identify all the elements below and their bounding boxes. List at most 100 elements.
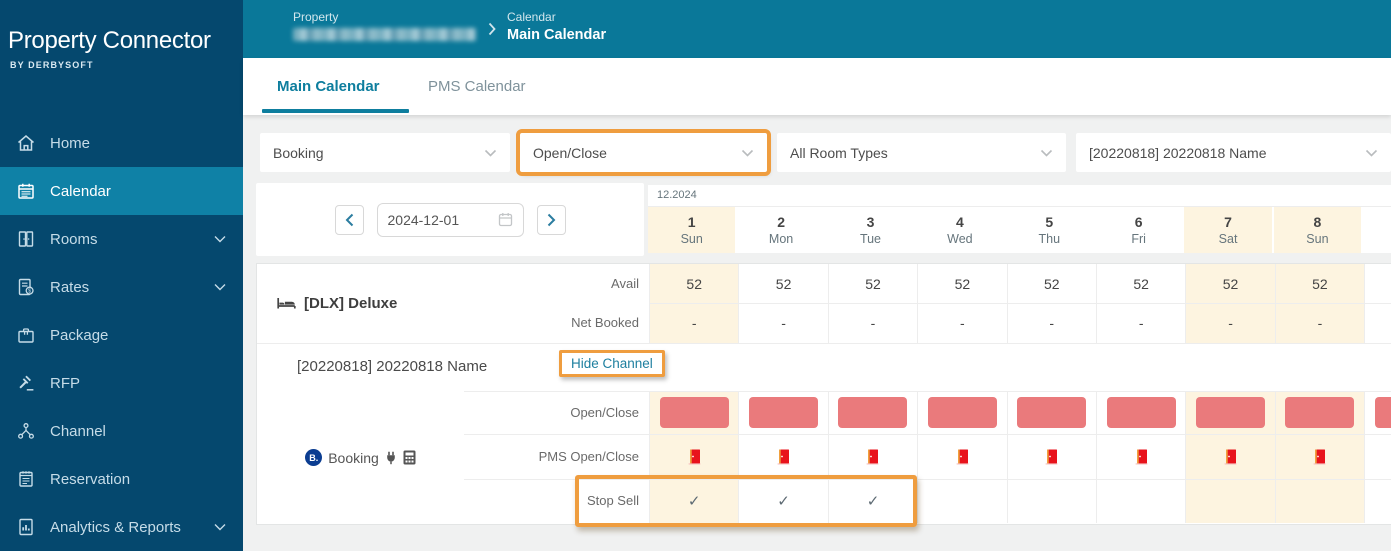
net-booked-cell[interactable]: - — [1006, 303, 1096, 343]
net-booked-cell[interactable]: - — [738, 303, 827, 343]
closed-status-bar — [1106, 397, 1176, 428]
net-booked-cell[interactable]: - — [1095, 303, 1185, 343]
next-date-button[interactable] — [536, 204, 566, 235]
tab-main-calendar[interactable]: Main Calendar — [277, 78, 380, 95]
day-header[interactable]: 1 Sun — [648, 207, 736, 253]
closed-door-icon — [1313, 449, 1326, 464]
stop-sell-row-label: Stop Sell — [586, 493, 639, 508]
stop-sell-cell[interactable] — [1006, 479, 1096, 523]
pms-open-close-row-label: PMS Open/Close — [538, 449, 639, 464]
property-name-blurred[interactable] — [293, 28, 476, 41]
avail-row-label: Avail — [611, 276, 639, 291]
hide-channel-link[interactable]: Hide Channel — [559, 350, 665, 377]
net-booked-cell[interactable]: - — [649, 303, 739, 343]
date-input[interactable]: 2024-12-01 — [376, 202, 524, 237]
room-name: [DLX] Deluxe — [277, 264, 397, 343]
open-close-cell[interactable] — [827, 391, 917, 434]
tab-pms-calendar[interactable]: PMS Calendar — [428, 78, 526, 95]
open-close-cell[interactable] — [649, 391, 739, 434]
stop-sell-cell[interactable] — [917, 479, 1006, 523]
stop-sell-cell[interactable]: ✓ — [827, 479, 917, 523]
avail-cell[interactable]: 52 — [827, 264, 917, 303]
action-filter-select[interactable]: Open/Close — [516, 129, 771, 176]
rate-plan-filter-select[interactable]: [20220818] 20220818 Name — [1076, 133, 1391, 172]
avail-cell[interactable]: 52 — [1185, 264, 1275, 303]
avail-cell[interactable]: 52 — [917, 264, 1006, 303]
home-icon — [16, 133, 36, 153]
pms-open-close-cell[interactable] — [917, 434, 1006, 479]
closed-door-icon — [956, 449, 969, 464]
sidebar-item-label: Channel — [50, 422, 106, 440]
check-icon: ✓ — [687, 493, 701, 510]
avail-cell[interactable]: 52 — [1006, 264, 1096, 303]
sidebar-item-package[interactable]: Package — [0, 311, 243, 359]
pms-open-close-cell[interactable] — [738, 434, 827, 479]
net-booked-cell[interactable]: - — [1185, 303, 1275, 343]
stop-sell-cell[interactable] — [1185, 479, 1275, 523]
pms-open-close-cell[interactable] — [1185, 434, 1275, 479]
booking-logo-icon: B. — [305, 449, 323, 466]
sidebar-item-rates[interactable]: $ Rates — [0, 263, 243, 311]
breadcrumb-section-label: Property — [293, 10, 339, 24]
channel-name: Booking — [328, 449, 379, 466]
open-close-cell[interactable] — [917, 391, 1006, 434]
sidebar-item-calendar[interactable]: Calendar — [0, 167, 243, 215]
sidebar-item-label: Calendar — [50, 182, 111, 200]
day-header-partial — [1363, 207, 1389, 253]
stop-sell-cell[interactable] — [1095, 479, 1185, 523]
pms-open-close-cell[interactable] — [1095, 434, 1185, 479]
open-close-cell[interactable] — [1185, 391, 1275, 434]
closed-door-icon — [1045, 449, 1058, 464]
sidebar-item-reservation[interactable]: Reservation — [0, 455, 243, 503]
open-close-cell[interactable] — [1274, 391, 1365, 434]
channel-filter-select[interactable]: Booking — [260, 133, 510, 172]
sidebar-item-home[interactable]: Home — [0, 119, 243, 167]
sidebar-item-channel[interactable]: Channel — [0, 407, 243, 455]
day-header[interactable]: 8 Sun — [1273, 207, 1362, 253]
month-label: 12.2024 — [648, 185, 1391, 207]
sidebar-item-analytics[interactable]: Analytics & Reports — [0, 503, 243, 551]
sidebar-item-label: Rooms — [50, 230, 98, 248]
open-close-cell[interactable] — [738, 391, 827, 434]
closed-door-icon — [777, 449, 790, 464]
day-header[interactable]: 2 Mon — [768, 214, 794, 246]
net-booked-cell[interactable]: - — [827, 303, 917, 343]
avail-cell[interactable]: 52 — [1095, 264, 1185, 303]
net-booked-cell[interactable]: - — [917, 303, 1006, 343]
stop-sell-cell[interactable] — [1274, 479, 1365, 523]
open-close-cell[interactable] — [1095, 391, 1185, 434]
open-close-cell[interactable] — [1006, 391, 1096, 434]
pms-open-close-cell[interactable] — [1006, 434, 1096, 479]
day-header[interactable]: 4 Wed — [947, 214, 973, 246]
breadcrumb-page-title: Main Calendar — [507, 27, 607, 43]
day-header[interactable]: 5 Thu — [1038, 214, 1061, 246]
closed-door-icon — [1224, 449, 1237, 464]
stop-sell-cell[interactable]: ✓ — [738, 479, 827, 523]
avail-cell[interactable]: 52 — [649, 264, 739, 303]
stop-sell-cell[interactable]: ✓ — [649, 479, 739, 523]
day-header[interactable]: 7 Sat — [1184, 207, 1272, 253]
room-type-filter-select[interactable]: All Room Types — [777, 133, 1066, 172]
main-content: Booking Open/Close All Room Types [20220… — [243, 115, 1391, 551]
chevron-down-icon — [214, 524, 226, 531]
app-logo-subtitle: BY DERBYSOFT — [10, 60, 94, 70]
prev-date-button[interactable] — [334, 204, 364, 235]
avail-cell[interactable]: 52 — [1274, 264, 1365, 303]
closed-door-icon — [1135, 449, 1148, 464]
check-icon: ✓ — [866, 493, 880, 510]
sidebar-item-label: RFP — [50, 374, 80, 392]
closed-door-icon — [688, 449, 701, 464]
net-booked-cell[interactable]: - — [1274, 303, 1365, 343]
pms-open-close-cell[interactable] — [827, 434, 917, 479]
day-header[interactable]: 3 Tue — [859, 214, 882, 246]
sidebar-item-rfp[interactable]: RFP — [0, 359, 243, 407]
avail-cell[interactable]: 52 — [738, 264, 827, 303]
rate-plan-name: [20220818] 20220818 Name — [297, 358, 488, 375]
pms-open-close-cell[interactable] — [1274, 434, 1365, 479]
divider — [257, 343, 1391, 344]
breadcrumb-group-label: Calendar — [507, 10, 556, 24]
day-header[interactable]: 6 Fri — [1131, 214, 1146, 246]
net-booked-row: - - - - - - - - — [649, 303, 1391, 343]
sidebar-item-rooms[interactable]: Rooms — [0, 215, 243, 263]
pms-open-close-cell[interactable] — [649, 434, 739, 479]
